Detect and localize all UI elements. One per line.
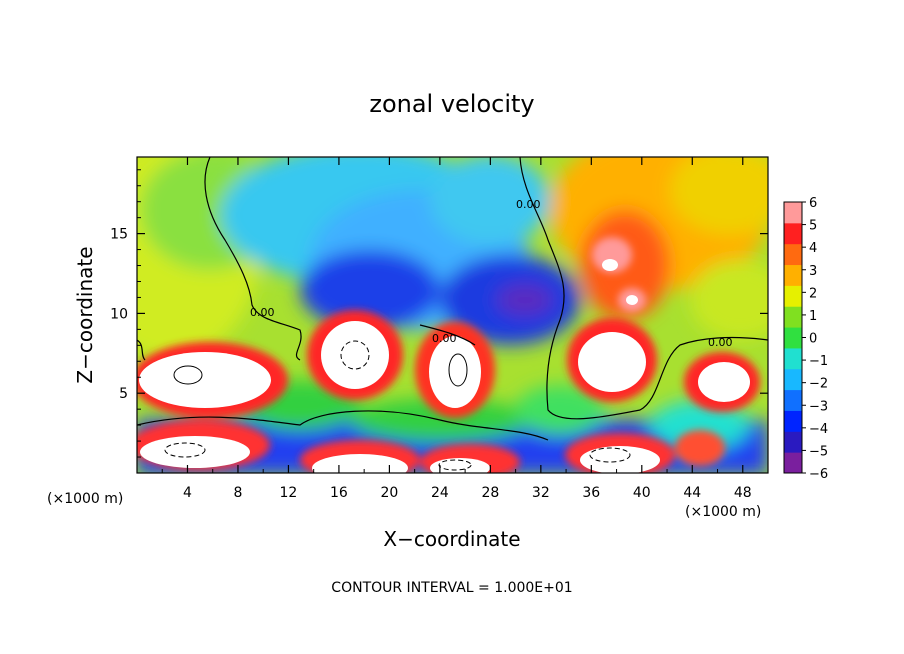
x-tick-label: 24 (431, 485, 449, 501)
contour-label: 0.00 (516, 198, 541, 211)
x-axis-label: X−coordinate (383, 527, 520, 551)
heatmap-field (137, 157, 768, 473)
contour-label: 0.00 (250, 306, 275, 319)
colorbar-segment (784, 368, 802, 391)
colorbar-segment (784, 410, 802, 432)
x-tick-label: 20 (380, 485, 398, 501)
x-tick-label: 32 (532, 485, 550, 501)
x-tick-label: 12 (280, 485, 298, 501)
y-tick-label: 10 (110, 306, 128, 322)
colorbar-tick-label: 0 (809, 332, 817, 347)
x-tick-label: 16 (330, 485, 348, 501)
colorbar-tick-label: 6 (809, 196, 817, 211)
colorbar-segment (784, 264, 802, 286)
y-axis-unit-label: (×1000 m) (47, 491, 123, 507)
colorbar-segment (784, 431, 802, 453)
x-tick-label: 44 (683, 485, 701, 501)
x-tick-label: 48 (734, 485, 752, 501)
colorbar-segment (784, 389, 802, 411)
contour-label: 0.00 (708, 336, 733, 349)
colorbar-tick-label: 2 (809, 286, 817, 301)
colorbar-tick-label: −3 (809, 399, 828, 414)
x-tick-label: 4 (183, 485, 192, 501)
chart-title: zonal velocity (369, 90, 534, 118)
colorbar-tick-label: 4 (809, 241, 817, 256)
x-axis-unit-label: (×1000 m) (685, 504, 761, 520)
y-axis: 5 10 15 (110, 169, 768, 458)
x-tick-label: 28 (481, 485, 499, 501)
colorbar-tick-label: −4 (809, 422, 828, 437)
x-axis: 4 8 12 16 20 24 28 32 36 40 44 48 (161, 157, 752, 501)
colorbar-segment (784, 285, 802, 307)
y-tick-label: 15 (110, 227, 128, 243)
colorbar-tick-label: −5 (809, 444, 828, 459)
x-tick-label: 36 (582, 485, 600, 501)
colorbar-tick-label: 3 (809, 264, 817, 279)
colorbar-segment (784, 222, 802, 245)
x-tick-label: 40 (633, 485, 651, 501)
colorbar-tick-label: 1 (809, 309, 817, 324)
plot-frame (136, 156, 769, 474)
colorbar-segment (784, 327, 802, 349)
colorbar-segment (784, 452, 802, 474)
colorbar: 6 5 4 3 2 1 0 −1 −2 −3 −4 −5 −6 (783, 196, 828, 482)
colorbar-segment (784, 306, 802, 328)
contour-label: 0.00 (432, 332, 457, 345)
colorbar-tick-label: −6 (809, 467, 828, 482)
colorbar-segment (784, 243, 802, 266)
colorbar-tick-label: −2 (809, 377, 828, 392)
colorbar-tick-label: 5 (809, 219, 817, 234)
y-axis-label: Z−coordinate (73, 246, 97, 383)
colorbar-segment (784, 202, 802, 224)
colorbar-segment (784, 347, 802, 370)
x-tick-label: 8 (233, 485, 242, 501)
y-tick-label: 5 (119, 386, 128, 402)
contour-interval-note: CONTOUR INTERVAL = 1.000E+01 (331, 580, 572, 596)
colorbar-tick-label: −1 (809, 354, 828, 369)
